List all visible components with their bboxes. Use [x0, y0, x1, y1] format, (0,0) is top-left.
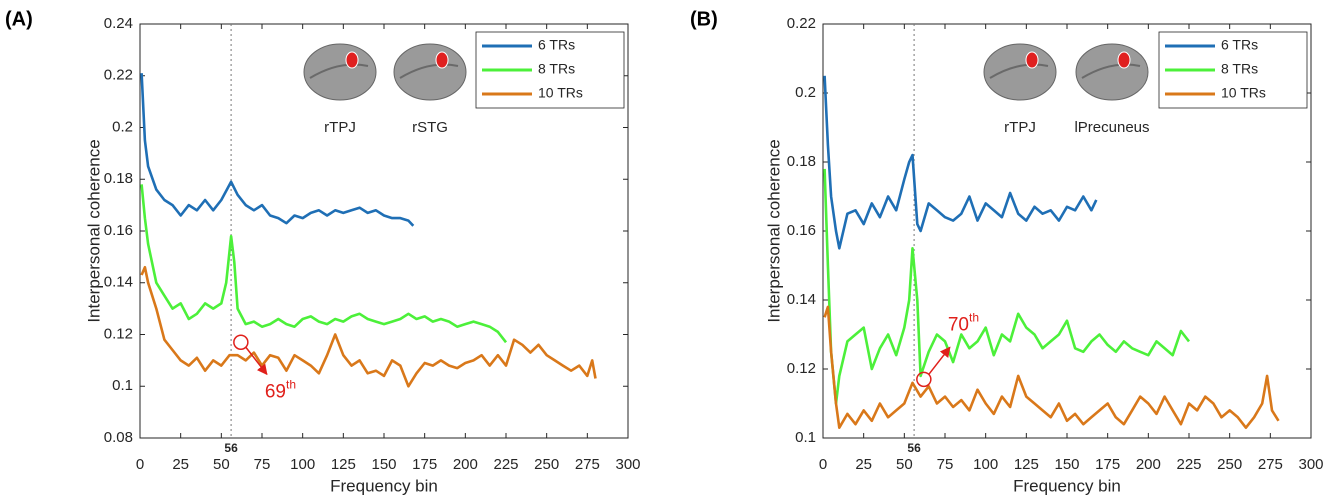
brain-icon — [309, 63, 369, 79]
brain-roi — [1025, 51, 1039, 69]
series-line — [823, 305, 1280, 429]
y-tick-label: 0.22 — [104, 67, 133, 84]
x-tick-label: 150 — [1054, 456, 1079, 473]
annotation-number: 70 — [948, 314, 969, 335]
brain-icon — [303, 43, 377, 101]
brain-label: rTPJ — [324, 119, 356, 136]
x-tick-label: 275 — [1258, 456, 1283, 473]
y-tick-label: 0.24 — [104, 15, 133, 32]
series-line — [140, 184, 508, 344]
brain-icon — [983, 43, 1057, 101]
annotation-arrow — [245, 346, 268, 376]
legend-label: 10 TRs — [1221, 85, 1266, 101]
y-tick-label: 0.1 — [795, 429, 816, 446]
y-tick-label: 0.16 — [104, 222, 133, 239]
y-tick-label: 0.1 — [112, 377, 133, 394]
x-tick-label: 25 — [172, 456, 189, 473]
x-tick-label: 200 — [1136, 456, 1161, 473]
x-tick-label: 75 — [937, 456, 954, 473]
brain-icon — [1081, 63, 1141, 79]
annotation-marker — [916, 371, 932, 388]
reference-label: 56 — [907, 441, 921, 455]
y-tick-label: 0.12 — [787, 360, 816, 377]
x-tick-label: 0 — [136, 456, 144, 473]
annotation-marker — [233, 334, 249, 351]
brain-label: rSTG — [412, 119, 448, 136]
x-tick-label: 200 — [453, 456, 478, 473]
legend-label: 8 TRs — [1221, 61, 1258, 77]
x-tick-label: 75 — [254, 456, 271, 473]
x-tick-label: 250 — [1217, 456, 1242, 473]
x-tick-label: 300 — [1298, 456, 1323, 473]
x-axis-title: Frequency bin — [330, 476, 438, 495]
y-tick-label: 0.08 — [104, 429, 133, 446]
annotation-label: 69th — [265, 377, 296, 402]
annotation-superscript: th — [969, 311, 979, 325]
x-tick-label: 225 — [1176, 456, 1201, 473]
y-tick-label: 0.14 — [787, 291, 816, 308]
brain-icon — [393, 43, 467, 101]
x-tick-label: 225 — [493, 456, 518, 473]
brain-icon — [989, 63, 1049, 79]
y-tick-label: 0.22 — [787, 15, 816, 32]
x-tick-label: 125 — [331, 456, 356, 473]
x-tick-label: 150 — [371, 456, 396, 473]
legend-label: 10 TRs — [538, 85, 583, 101]
x-tick-label: 175 — [1095, 456, 1120, 473]
brain-icon — [399, 63, 459, 79]
panel-label: (B) — [690, 8, 718, 30]
brain-label: rTPJ — [1004, 119, 1036, 136]
annotation-label: 70th — [948, 311, 979, 336]
annotation-number: 69 — [265, 381, 286, 402]
x-tick-label: 275 — [575, 456, 600, 473]
x-tick-label: 50 — [213, 456, 230, 473]
annotation-arrow — [928, 346, 951, 375]
x-tick-label: 175 — [412, 456, 437, 473]
y-tick-label: 0.2 — [795, 84, 816, 101]
series-line — [140, 73, 415, 227]
panel-label: (A) — [5, 8, 33, 30]
reference-label: 56 — [224, 441, 238, 455]
brain-roi — [345, 51, 359, 69]
brain-roi — [1117, 51, 1131, 69]
y-axis-title: Interpersonal coherence — [84, 139, 103, 322]
y-tick-label: 0.18 — [104, 170, 133, 187]
x-tick-label: 0 — [819, 456, 827, 473]
x-tick-label: 250 — [534, 456, 559, 473]
y-tick-label: 0.14 — [104, 274, 133, 291]
series-line — [823, 75, 1098, 250]
legend-label: 8 TRs — [538, 61, 575, 77]
x-tick-label: 100 — [973, 456, 998, 473]
brain-icon — [1075, 43, 1149, 101]
x-axis-title: Frequency bin — [1013, 476, 1121, 495]
legend-label: 6 TRs — [538, 37, 575, 53]
y-tick-label: 0.2 — [112, 118, 133, 135]
x-tick-label: 25 — [855, 456, 872, 473]
x-tick-label: 300 — [615, 456, 640, 473]
x-tick-label: 100 — [290, 456, 315, 473]
legend-label: 6 TRs — [1221, 37, 1258, 53]
x-tick-label: 50 — [896, 456, 913, 473]
y-tick-label: 0.18 — [787, 153, 816, 170]
x-tick-label: 125 — [1014, 456, 1039, 473]
series-line — [140, 265, 597, 388]
y-axis-title: Interpersonal coherence — [764, 139, 783, 322]
series-line — [823, 168, 1191, 405]
brain-roi — [435, 51, 449, 69]
annotation-superscript: th — [286, 377, 296, 391]
y-tick-label: 0.16 — [787, 222, 816, 239]
brain-label: lPrecuneus — [1074, 119, 1149, 136]
y-tick-label: 0.12 — [104, 325, 133, 342]
